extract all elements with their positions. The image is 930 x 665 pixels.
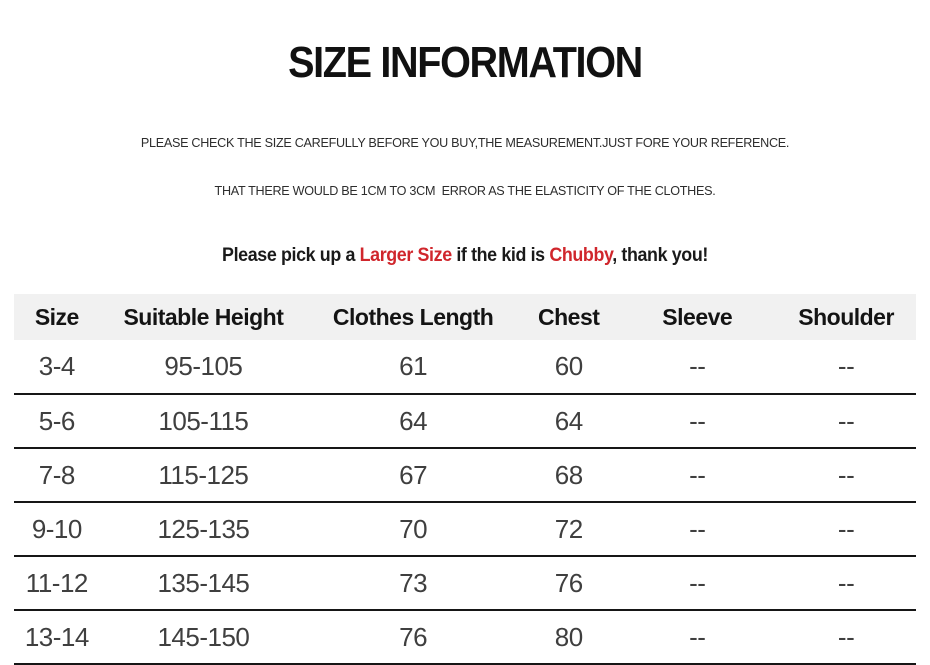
cell-chest: 60 (554, 351, 583, 381)
column-header-chest: Chest (538, 303, 600, 330)
column-header-suitable-height: Suitable Height (123, 303, 284, 330)
cell-suitable-height: 125-135 (157, 513, 250, 544)
cell-sleeve: -- (689, 567, 706, 598)
cell-suitable-height: 105-115 (158, 405, 249, 436)
table-row: 5-6 105-115 64 64 -- -- (14, 394, 916, 448)
table-row: 9-10 125-135 70 72 -- -- (14, 502, 916, 556)
cell-chest: 72 (554, 513, 583, 544)
cell-size: 9-10 (31, 513, 83, 544)
column-header-shoulder: Shoulder (798, 303, 894, 330)
cell-shoulder: -- (837, 567, 855, 598)
notice-text: , thank you! (612, 245, 708, 266)
cell-size: 5-6 (38, 405, 76, 436)
cell-sleeve: -- (689, 405, 706, 436)
cell-size: 13-14 (24, 621, 89, 652)
size-info-page: SIZE INFORMATION PLEASE CHECK THE SIZE C… (14, 38, 916, 664)
cell-suitable-height: 135-145 (157, 567, 250, 598)
column-header-clothes-length: Clothes Length (332, 303, 494, 330)
cell-shoulder: -- (837, 351, 855, 381)
chubby-notice: Please pick up a Larger Size if the kid … (28, 244, 902, 267)
notice-text: Please pick up a (222, 245, 360, 266)
cell-chest: 68 (554, 459, 583, 490)
cell-clothes-length: 67 (399, 459, 428, 490)
cell-clothes-length: 73 (399, 567, 428, 598)
size-disclaimer: PLEASE CHECK THE SIZE CAREFULLY BEFORE Y… (14, 103, 916, 231)
cell-sleeve: -- (689, 513, 706, 544)
cell-suitable-height: 145-150 (157, 621, 250, 652)
cell-shoulder: -- (837, 459, 855, 490)
column-header-size: Size (34, 303, 80, 330)
cell-shoulder: -- (837, 405, 855, 436)
cell-clothes-length: 61 (399, 351, 428, 381)
cell-size: 3-4 (38, 351, 76, 381)
cell-clothes-length: 64 (399, 405, 428, 436)
cell-sleeve: -- (689, 459, 706, 490)
table-row: 11-12 135-145 73 76 -- -- (14, 556, 916, 610)
table-row: 7-8 115-125 67 68 -- -- (14, 448, 916, 502)
notice-chubby-highlight: Chubby (549, 245, 613, 266)
cell-shoulder: -- (837, 513, 855, 544)
cell-chest: 80 (554, 621, 583, 652)
notice-larger-size-highlight: Larger Size (359, 245, 453, 266)
cell-size: 11-12 (25, 567, 89, 598)
cell-sleeve: -- (689, 621, 706, 652)
cell-clothes-length: 76 (399, 621, 428, 652)
table-row: 13-14 145-150 76 80 -- -- (14, 610, 916, 664)
cell-suitable-height: 115-125 (158, 459, 249, 490)
cell-sleeve: -- (689, 351, 706, 381)
cell-suitable-height: 95-105 (164, 351, 243, 381)
page-title: SIZE INFORMATION (288, 38, 643, 87)
cell-size: 7-8 (38, 459, 76, 490)
table-row: 3-4 95-105 61 60 -- -- (14, 340, 916, 394)
size-table: Size Suitable Height Clothes Length Ches… (14, 294, 916, 665)
cell-chest: 64 (554, 405, 583, 436)
cell-shoulder: -- (837, 621, 855, 652)
cell-clothes-length: 70 (399, 513, 428, 544)
table-header-row: Size Suitable Height Clothes Length Ches… (14, 294, 916, 340)
size-note-line-2: THAT THERE WOULD BE 1CM TO 3CM ERROR AS … (214, 183, 716, 198)
cell-chest: 76 (554, 567, 583, 598)
column-header-sleeve: Sleeve (662, 303, 733, 330)
size-note-line-1: PLEASE CHECK THE SIZE CAREFULLY BEFORE Y… (140, 135, 790, 150)
notice-text: if the kid is (451, 245, 550, 266)
